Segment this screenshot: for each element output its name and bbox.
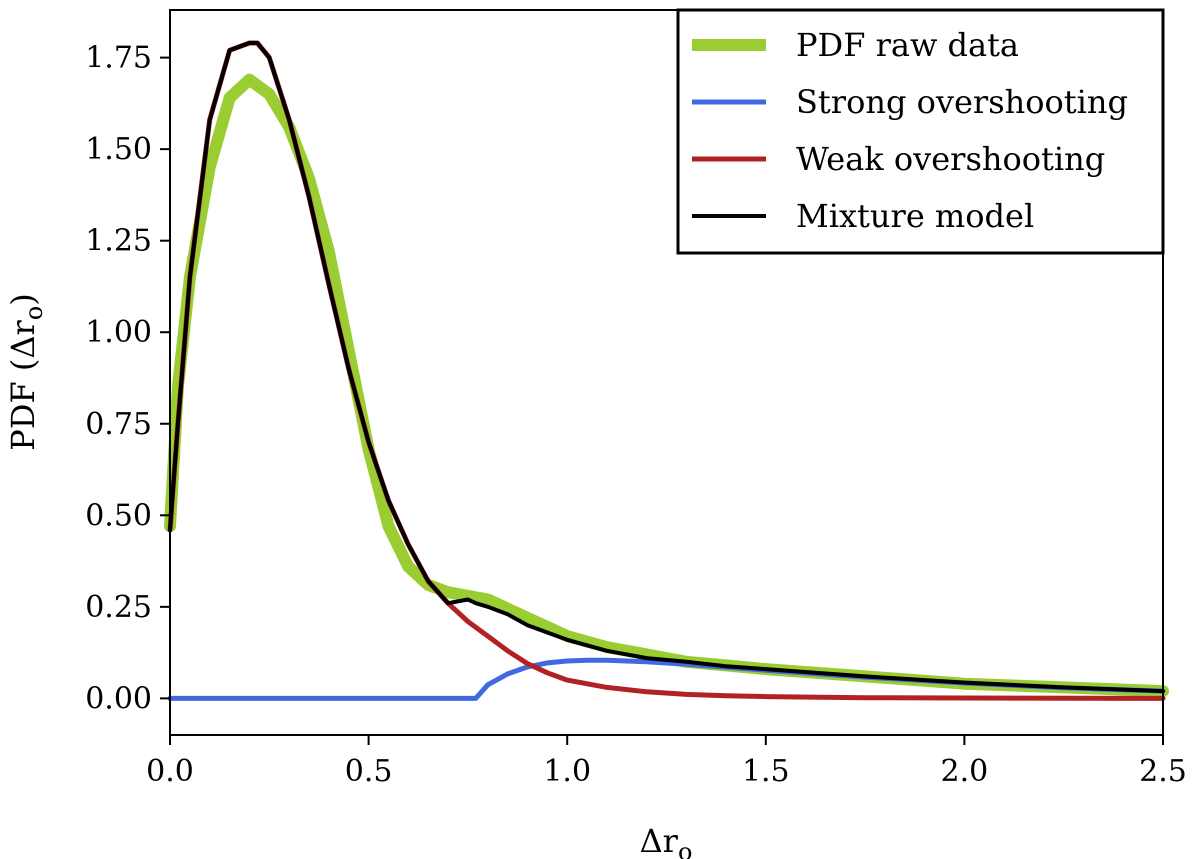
x-axis-label-main: Δr: [640, 822, 679, 859]
y-tick-label: 0.50: [85, 498, 152, 533]
y-axis: 0.00 0.25 0.50 0.75 1.00 1.25 1.50 1.75: [85, 41, 170, 716]
y-axis-label-main: PDF (Δr: [4, 320, 42, 451]
y-tick-label: 1.00: [85, 315, 152, 350]
x-axis-label-subscript: o: [678, 838, 692, 859]
series-line-mixture-model: [168, 41, 1165, 694]
legend-label-pdf-raw-data: PDF raw data: [796, 26, 1019, 64]
x-tick-label: 1.0: [543, 754, 591, 789]
y-axis-label-subscript: o: [20, 306, 48, 320]
y-tick-label: 0.25: [85, 590, 152, 625]
plot-frame: [169, 9, 1164, 736]
y-tick-label: 0.75: [85, 407, 152, 442]
x-tick-label: 0.0: [146, 754, 194, 789]
x-tick-label: 2.0: [941, 754, 989, 789]
y-tick-label: 1.75: [85, 41, 152, 76]
y-axis-label: PDF (Δro): [4, 293, 48, 450]
series-layer: [164, 40, 1169, 701]
x-tick-label: 2.5: [1139, 754, 1187, 789]
y-axis-label-close: ): [4, 293, 42, 305]
x-axis: 0.0 0.5 1.0 1.5 2.0 2.5: [146, 735, 1187, 789]
legend-box: [676, 8, 1165, 255]
x-axis-label: Δro: [640, 822, 693, 859]
legend: PDF raw data Strong overshooting Weak ov…: [676, 8, 1165, 255]
y-tick-label: 1.50: [85, 132, 152, 167]
y-tick-label: 0.00: [85, 681, 152, 716]
legend-label-weak-overshooting: Weak overshooting: [796, 140, 1105, 178]
x-tick-label: 1.5: [742, 754, 790, 789]
y-tick-label: 1.25: [85, 224, 152, 259]
legend-label-strong-overshooting: Strong overshooting: [796, 83, 1128, 121]
legend-label-mixture-model: Mixture model: [796, 197, 1034, 235]
x-tick-label: 0.5: [345, 754, 393, 789]
